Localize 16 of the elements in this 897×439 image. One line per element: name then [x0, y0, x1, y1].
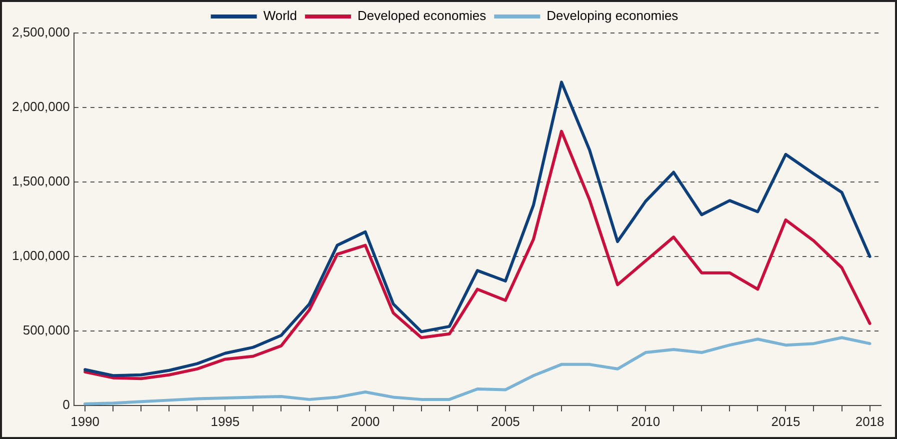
y-tick-label: 1,500,000 — [12, 174, 70, 189]
y-tick-label: 2,000,000 — [12, 99, 70, 114]
x-tick-label: 2005 — [490, 414, 520, 429]
y-tick-label: 500,000 — [22, 322, 70, 338]
legend-label: Developing economies — [546, 8, 679, 24]
x-tick-label: 2000 — [350, 414, 380, 429]
x-tick-label: 1995 — [210, 414, 240, 429]
y-tick-label: 1,000,000 — [12, 248, 70, 264]
legend-label: World — [263, 8, 298, 24]
x-tick-label: 2015 — [771, 414, 800, 429]
x-tick-label: 2010 — [631, 414, 660, 429]
x-tick-label: 2018 — [855, 414, 884, 429]
y-tick-label: 2,500,000 — [12, 24, 70, 40]
x-tick-label: 1990 — [70, 414, 100, 429]
legend-label: Developed economies — [358, 8, 487, 24]
y-tick-label: 0 — [62, 396, 70, 412]
